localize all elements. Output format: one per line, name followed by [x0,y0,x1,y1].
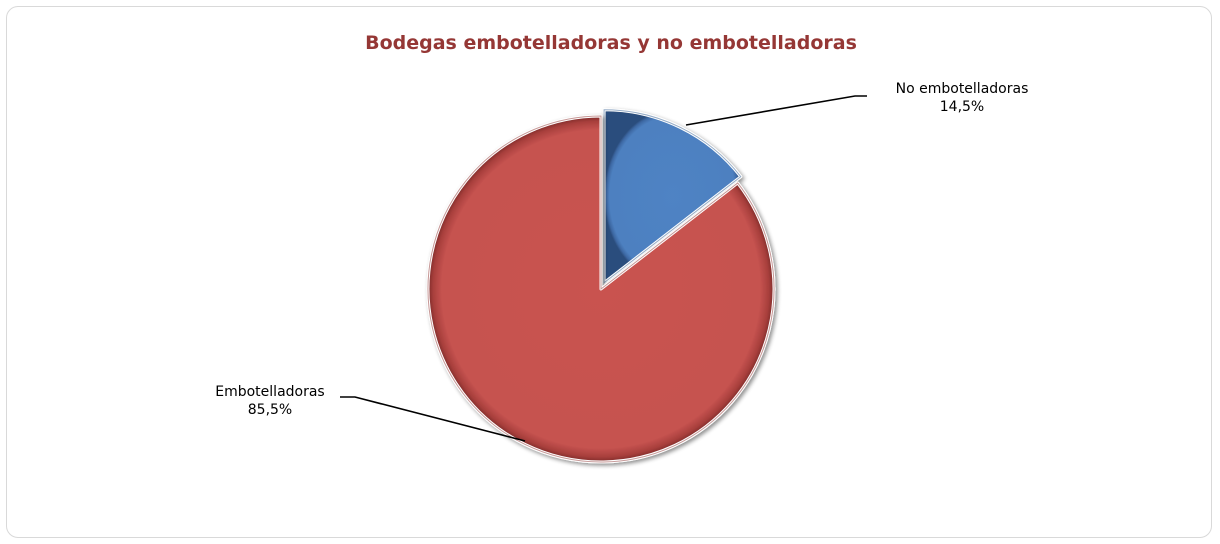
pie-layer [426,108,776,464]
leader-layer [340,95,867,442]
data-label-no-embotelladoras: No embotelladoras 14,5% [896,81,1029,115]
label-layer: No embotelladoras 14,5% Embotelladoras 85,5… [215,81,1028,418]
pie-slice-edge-embotelladoras [427,115,775,463]
leader-line-embotelladoras [340,396,526,442]
data-label-value: 85,5% [248,402,292,418]
data-label-name: No embotelladoras [896,81,1029,97]
leader-line-no-embotelladoras [685,95,867,126]
data-label-value: 14,5% [940,99,984,115]
data-label-embotelladoras: Embotelladoras 85,5% [215,384,324,418]
chart-title: Bodegas embotelladoras y no embotellador… [365,32,857,54]
pie-slice-edge-no-embotelladoras [603,109,742,284]
data-label-name: Embotelladoras [215,384,324,400]
